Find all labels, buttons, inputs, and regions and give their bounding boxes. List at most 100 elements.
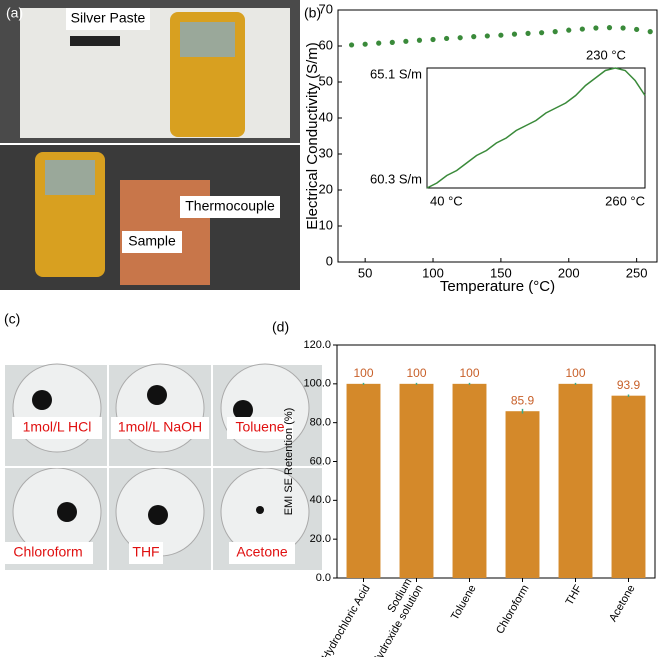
bar [346,383,381,578]
y-tick-label: 120.0 [303,339,331,351]
y-tick-label: 30 [319,145,333,160]
photo-label: 1mol/L NaOH [118,419,202,435]
panel-label: (a) [6,5,23,21]
data-point [634,26,640,33]
y-tick-label: 100.0 [303,378,331,390]
annotation: 260 °C [605,193,645,208]
data-point [539,30,545,36]
photo-label: Toluene [235,419,284,435]
data-point [647,29,653,35]
multimeter-screen [45,160,95,195]
y-tick-label: 70 [319,1,333,16]
y-tick-label: 60 [319,37,333,52]
label-box [122,231,182,253]
panel-label: (d) [272,319,289,335]
label-box [12,417,102,439]
x-tick-label: Acetone [607,583,638,624]
data-point [430,36,436,43]
annotation: 60.3 S/m [370,171,422,186]
panel-label: (c) [4,311,20,327]
y-tick-label: 10 [319,217,333,232]
label-box [111,417,209,439]
data-point [348,42,355,48]
photo-label: Chloroform [13,544,82,560]
y-tick-label: 40.0 [310,494,331,506]
x-tick-label: 150 [490,265,512,280]
photo-grid [5,363,322,570]
value-label: 100 [353,366,373,380]
data-point [389,39,395,46]
photo-label: Silver Paste [71,10,146,26]
sample [148,505,168,525]
label-box [129,542,163,564]
photo-label: Acetone [236,544,288,560]
data-point [471,34,477,40]
label-box [66,8,150,30]
value-label: 85.9 [511,393,535,407]
y-tick-label: 50 [319,73,333,88]
data-point [525,30,531,36]
bar [558,383,593,578]
x-tick-label: 200 [558,265,580,280]
sample [57,502,77,522]
x-tick-label: Hydrochloric Acid [320,583,373,657]
plot-frame [336,344,656,579]
bar [399,383,434,578]
bar [452,383,487,578]
value-label: 100 [406,366,426,380]
annotation: 40 °C [430,193,463,208]
sample [256,506,264,514]
photo-label: Sample [128,233,176,249]
inset-line [426,67,646,189]
photo-paper [20,8,290,138]
data-point [606,25,613,31]
annotation: 65.1 S/m [370,66,422,81]
plot-frame [337,9,658,263]
value-label: 100 [565,366,585,380]
data-point [443,35,450,42]
data-point [457,35,463,41]
photo-label: Thermocouple [185,198,275,214]
data-point [593,25,599,31]
data-point [362,41,368,47]
y-axis-label: Electrical Conductivity (S/m) [304,42,321,230]
panel-label: (b) [304,5,321,21]
multimeter-screen [180,22,235,57]
label-box [3,542,93,564]
data-point [416,37,423,43]
label-box [227,417,293,439]
data-point [376,40,382,46]
photo-label: THF [132,544,159,560]
data-point [566,27,572,33]
y-tick-label: 60.0 [310,455,331,467]
x-axis-label: Temperature (°C) [440,278,555,295]
data-point [403,38,409,44]
y-tick-label: 40 [319,109,333,124]
bar [505,411,540,578]
y-tick-label: 0 [326,253,333,268]
x-tick-label: Chloroform [494,583,532,636]
y-tick-label: 20.0 [310,533,331,545]
sample [147,385,167,405]
sample [32,390,52,410]
data-point [511,31,518,37]
sample-strip [70,36,120,46]
label-box [229,542,295,564]
sample [233,400,253,420]
label-box [180,196,280,218]
data-point [498,32,504,38]
data-point [579,26,585,32]
x-tick-label: 100 [422,265,444,280]
value-label: 100 [459,366,479,380]
x-tick-label: 250 [626,265,648,280]
x-tick-label: THF [564,583,585,608]
bar [611,395,646,578]
y-axis-label: EMI SE Retention (%) [283,408,295,516]
inset-frame [426,67,646,189]
annotation: 230 °C [586,47,626,62]
data-point [552,29,558,35]
x-tick-label: 50 [358,265,372,280]
y-tick-label: 0.0 [316,572,331,584]
y-tick-label: 20 [319,181,333,196]
